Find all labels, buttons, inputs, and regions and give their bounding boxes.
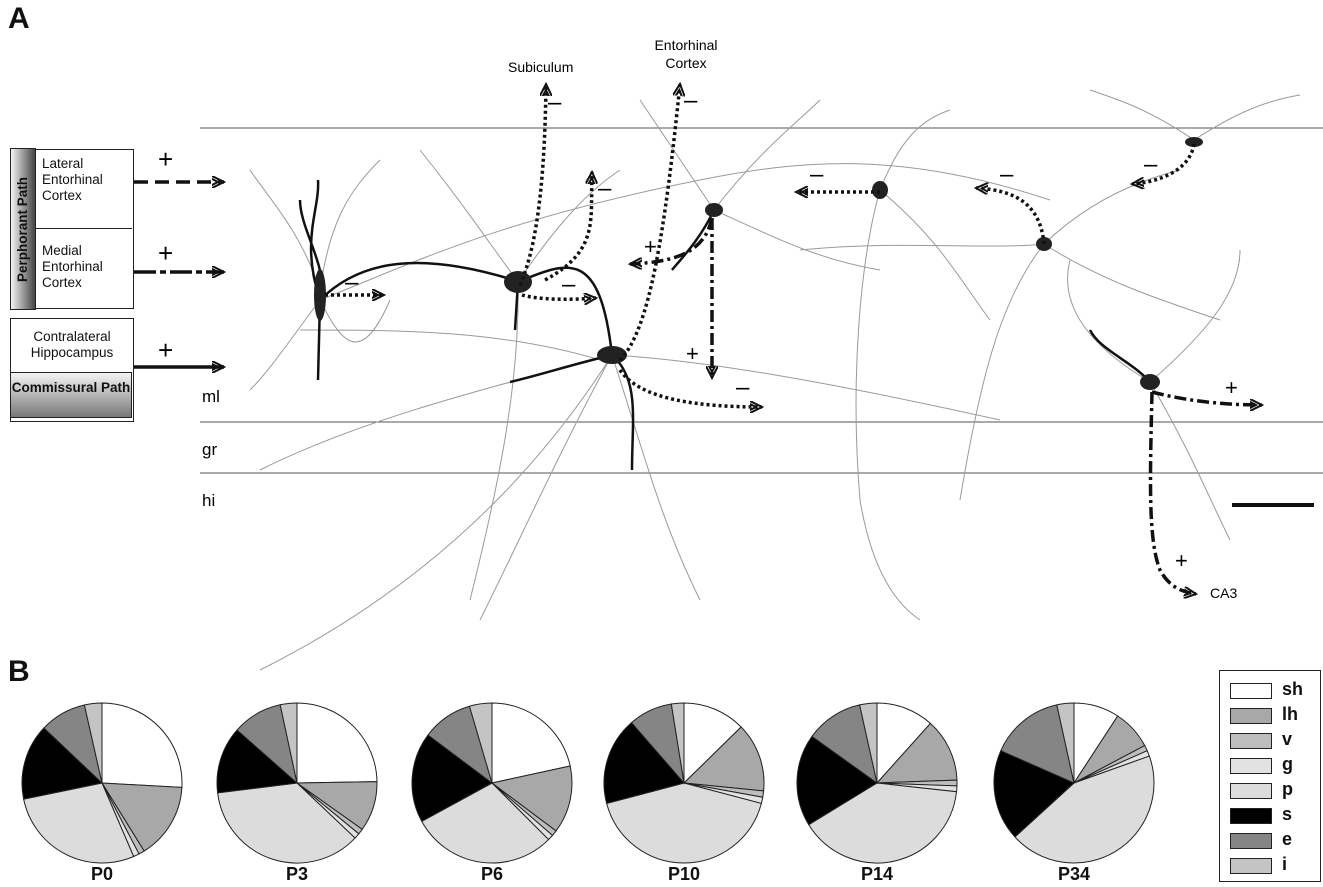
pie-slice-p10-p — [606, 782, 762, 864]
minus-sign: – — [736, 374, 750, 401]
legend-label: lh — [1282, 704, 1298, 724]
entorhinal-label-line1: Entorhinal — [654, 37, 717, 53]
minus-sign: – — [548, 89, 562, 116]
minus-sign: – — [562, 271, 576, 298]
pie-slice-p6-i — [468, 702, 493, 784]
pie-label-p0: P0 — [90, 864, 114, 884]
pie-slice-p0-p — [23, 782, 135, 864]
pie-slice-p3-p — [217, 782, 356, 864]
perforant-box — [35, 149, 134, 309]
neuron-processes — [298, 179, 1151, 471]
legend-label: e — [1282, 829, 1293, 849]
plus-sign: + — [1225, 375, 1238, 400]
output-arrows — [325, 84, 1262, 594]
plus-sign: + — [158, 238, 173, 268]
pie-slice-p14-p — [808, 782, 958, 864]
plus-sign: + — [1175, 548, 1188, 573]
legend-label: s — [1282, 804, 1293, 824]
pie-slice-p14-i — [859, 702, 878, 784]
pie-slice-p10-lh — [682, 726, 765, 792]
legend-label: sh — [1282, 679, 1304, 699]
pie-slice-p0-i — [83, 702, 103, 784]
legend-swatch — [1230, 708, 1272, 724]
legend-label: p — [1282, 779, 1293, 799]
minus-sign: – — [1000, 161, 1014, 188]
pie-slice-p6-p — [421, 782, 550, 864]
pie-slice-p14-s — [796, 735, 878, 826]
pie-slice-p0-s — [21, 727, 104, 800]
pie-slice-p0-sh — [101, 702, 183, 788]
minus-sign: – — [345, 269, 359, 296]
layer-label-ml: ml — [202, 387, 220, 406]
pie-label-p10: P10 — [667, 864, 701, 884]
pie-slice-p3-s — [216, 729, 299, 794]
legend: sh lh v g p s e i — [1219, 670, 1321, 882]
ca3-label: CA3 — [1210, 585, 1237, 601]
legend-swatch — [1230, 858, 1272, 874]
pie-slice-p0-lh — [101, 782, 183, 852]
panel-b-letter: B — [8, 655, 30, 688]
perforant-divider — [35, 228, 132, 229]
pie-label-p14: P14 — [860, 864, 894, 884]
lateral-label: Lateral Entorhinal Cortex — [42, 156, 103, 203]
pie-slice-p3-i — [279, 702, 298, 784]
minus-sign: – — [684, 87, 698, 114]
commissural-title: Commissural Path — [10, 372, 132, 418]
contralateral-label: Contralateral Hippocampus — [30, 329, 114, 360]
minus-sign: – — [598, 175, 612, 202]
legend-swatch — [1230, 733, 1272, 749]
minus-sign: – — [810, 161, 824, 188]
legend-swatch — [1230, 833, 1272, 849]
pie-label-p3: P3 — [285, 864, 309, 884]
pie-charts — [21, 702, 1155, 864]
pie-slice-p10-sh — [683, 702, 742, 785]
subiculum-label: Subiculum — [508, 59, 573, 75]
pie-slice-p6-s — [411, 734, 493, 823]
plus-sign: + — [686, 341, 699, 366]
legend-swatch — [1230, 783, 1272, 799]
pie-slice-p10-s — [603, 721, 685, 805]
entorhinal-label-line2: Cortex — [665, 55, 706, 71]
layer-label-hi: hi — [202, 491, 215, 510]
minus-sign: – — [1144, 151, 1158, 178]
pie-slice-p34-p — [1014, 755, 1155, 864]
legend-swatch — [1230, 758, 1272, 774]
legend-swatch — [1230, 683, 1272, 699]
pie-slice-p6-lh — [490, 765, 573, 832]
pie-slice-p14-lh — [875, 722, 958, 784]
pie-label-p6: P6 — [480, 864, 504, 884]
plus-sign: + — [644, 234, 657, 259]
panel-a-letter: A — [8, 2, 30, 35]
plus-sign: + — [158, 144, 173, 174]
legend-swatch — [1230, 808, 1272, 824]
pie-slice-p10-i — [670, 702, 685, 784]
legend-label: i — [1282, 854, 1288, 874]
pie-slice-p34-i — [1056, 702, 1075, 784]
pie-slice-p34-s — [993, 750, 1075, 838]
pie-slice-p34-e — [1000, 704, 1075, 784]
pie-label-p34: P34 — [1057, 864, 1091, 884]
plus-sign: + — [158, 335, 173, 365]
legend-label: v — [1282, 729, 1293, 749]
pie-slice-p6-sh — [491, 702, 571, 784]
layer-label-gr: gr — [202, 440, 217, 459]
medial-label: Medial Entorhinal Cortex — [42, 243, 103, 290]
legend-label: g — [1282, 754, 1293, 774]
pie-slice-p3-sh — [296, 702, 378, 784]
